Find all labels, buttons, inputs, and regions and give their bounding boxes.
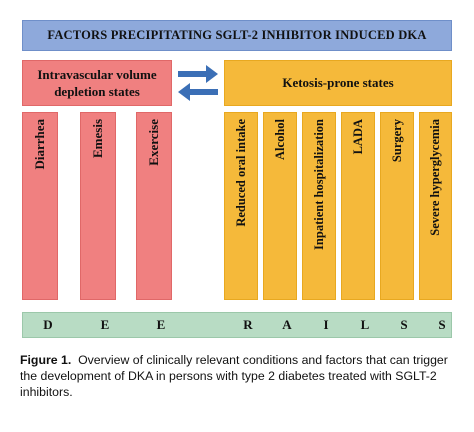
mnemonic-letter: L — [360, 317, 370, 332]
mnemonic-letter: E — [156, 317, 166, 332]
factor-column-inpatient-hospitalization: Inpatient hospitalization — [302, 112, 336, 300]
caption-label: Figure 1. — [20, 353, 72, 367]
arrow-right-icon — [178, 65, 218, 83]
factor-column-severe-hyperglycemia: Severe hyperglycemia — [419, 112, 452, 300]
diagram-title: FACTORS PRECIPITATING SGLT-2 INHIBITOR I… — [22, 20, 452, 51]
factor-column-surgery: Surgery — [380, 112, 414, 300]
volume-depletion-header: Intravascular volume depletion states — [22, 60, 172, 106]
mnemonic-letter: R — [243, 317, 253, 332]
factor-label: Diarrhea — [32, 119, 47, 170]
factor-label: Reduced oral intake — [233, 119, 248, 227]
ketosis-prone-header: Ketosis-prone states — [224, 60, 452, 106]
mnemonic-letter: S — [400, 317, 408, 332]
mnemonic-letter: E — [100, 317, 110, 332]
mnemonic-letter: I — [323, 317, 329, 332]
factor-label: Inpatient hospitalization — [311, 119, 326, 250]
figure-caption: Figure 1. Overview of clinically relevan… — [20, 352, 460, 400]
arrow-left-icon — [178, 83, 218, 101]
factor-label: Surgery — [389, 119, 404, 163]
factor-column-emesis: Emesis — [80, 112, 116, 300]
factor-label: Exercise — [146, 119, 161, 166]
factor-label: Severe hyperglycemia — [428, 119, 442, 236]
mnemonic-letter: S — [438, 317, 446, 332]
factor-label: Alcohol — [272, 119, 287, 160]
bidirectional-arrows — [178, 65, 218, 101]
caption-text: Overview of clinically relevant conditio… — [20, 353, 448, 399]
factor-column-diarrhea: Diarrhea — [22, 112, 58, 300]
mnemonic-letter: A — [282, 317, 292, 332]
factor-column-lada: LADA — [341, 112, 375, 300]
mnemonic-bar: D E E R A I L S S — [22, 312, 452, 338]
factor-column-reduced-oral-intake: Reduced oral intake — [224, 112, 258, 300]
factor-label: Emesis — [90, 119, 105, 158]
factor-column-alcohol: Alcohol — [263, 112, 297, 300]
factor-label: LADA — [350, 119, 365, 155]
mnemonic-letter: D — [43, 317, 53, 332]
factor-column-exercise: Exercise — [136, 112, 172, 300]
